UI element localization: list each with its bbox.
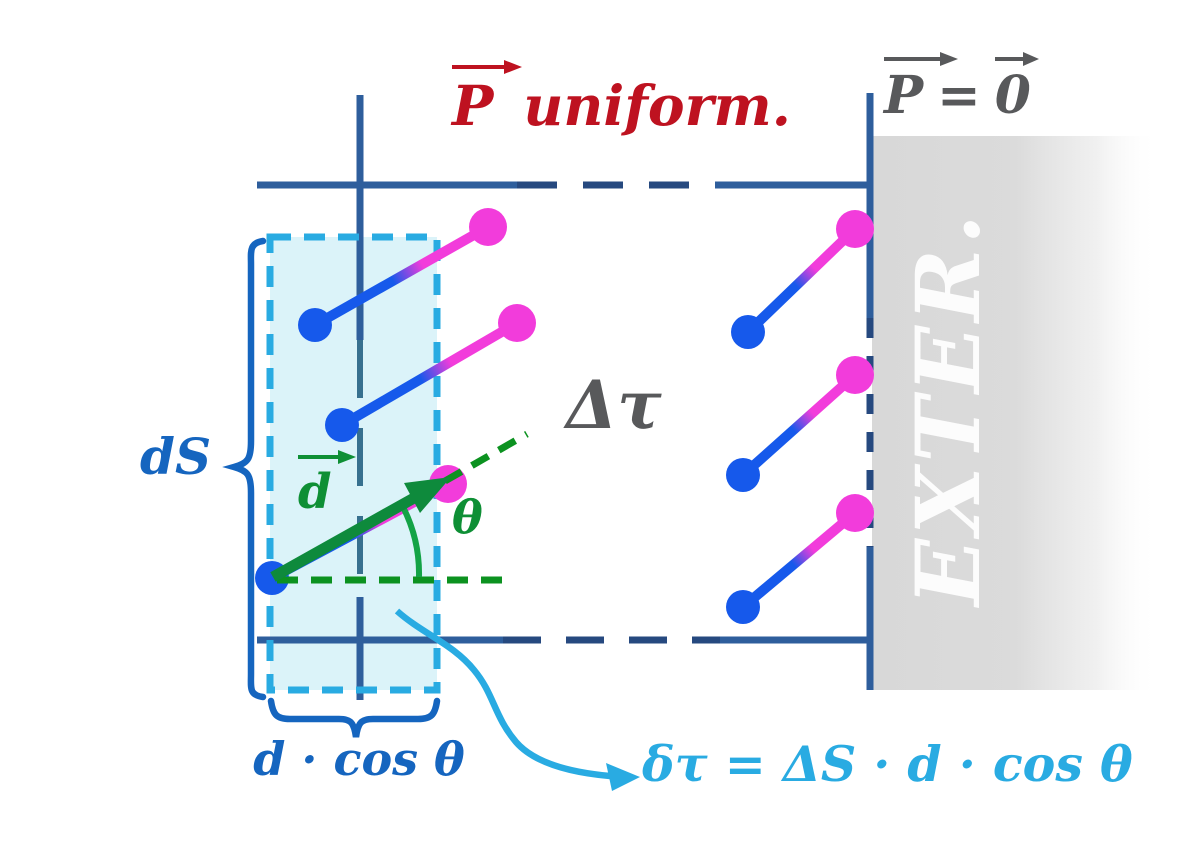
surface-element-label: dS	[140, 427, 212, 486]
exterior-watermark: EXTER.	[896, 210, 1000, 606]
vector-arrow-icon	[298, 450, 356, 464]
displacement-arrow-head	[404, 477, 451, 513]
exterior-region	[872, 136, 1160, 690]
p-symbol-text: P	[452, 73, 494, 138]
dipole-bond	[739, 371, 859, 479]
dipole-tail-charge	[731, 315, 765, 349]
d-symbol-text: d	[298, 464, 332, 520]
dipole-layer	[255, 208, 874, 624]
vector-arrow-icon	[452, 60, 522, 74]
braces	[222, 237, 441, 738]
formula-pointer-curve	[394, 608, 611, 780]
p-symbol-text: P	[884, 65, 924, 126]
dipole-tail-charge	[726, 590, 760, 624]
dipole-bond	[339, 318, 520, 430]
dipole-head-charge	[498, 304, 536, 342]
polarization-uniform-label: P uniform.	[452, 58, 791, 133]
volume-formula: δτ = ΔS · d · cos θ	[642, 735, 1133, 793]
equals-sign: =	[937, 65, 981, 126]
vector-arrow-icon	[884, 52, 958, 66]
p-vector-symbol: P	[884, 50, 958, 122]
vector-arrow-icon	[994, 52, 1039, 66]
surface-slab-fill	[270, 237, 437, 690]
p-vector-symbol: P	[452, 58, 522, 133]
surface-slab-outline	[266, 233, 441, 694]
ds-brace	[222, 237, 267, 701]
dipole-tail-charge	[726, 458, 760, 492]
angle-label: θ	[452, 490, 483, 544]
dipole-head-charge	[469, 208, 507, 246]
zero-symbol-text: 0	[994, 65, 1031, 126]
displacement-vector-label: d	[298, 448, 356, 516]
displacement-extension-dashed-line	[443, 430, 529, 485]
displacement-arrow-shaft	[270, 493, 417, 582]
polarization-zero-label: P = 0	[884, 50, 1039, 126]
dipole-tail-charge	[298, 308, 332, 342]
d-vector-symbol: d	[298, 448, 356, 516]
dipole-head-charge	[836, 494, 874, 532]
dipole-head-charge	[836, 356, 874, 394]
formula-pointer-arrowhead	[606, 763, 640, 791]
dipole-bond	[739, 509, 859, 611]
boundary-walls	[257, 93, 874, 700]
slab-thickness-label: d · cos θ	[253, 732, 465, 786]
dcos-brace	[267, 697, 441, 738]
dipole-head-charge	[836, 210, 874, 248]
dipole-bond	[312, 222, 491, 330]
dipole-bond	[744, 225, 859, 336]
formula-pointer	[394, 608, 640, 791]
theta-angle-arc	[400, 505, 423, 578]
zero-vector-symbol: 0	[994, 50, 1039, 122]
uniform-text: uniform.	[523, 73, 791, 138]
dipole-tail-charge	[325, 408, 359, 442]
displacement-construction	[270, 430, 529, 584]
volume-label: Δτ	[566, 366, 662, 444]
